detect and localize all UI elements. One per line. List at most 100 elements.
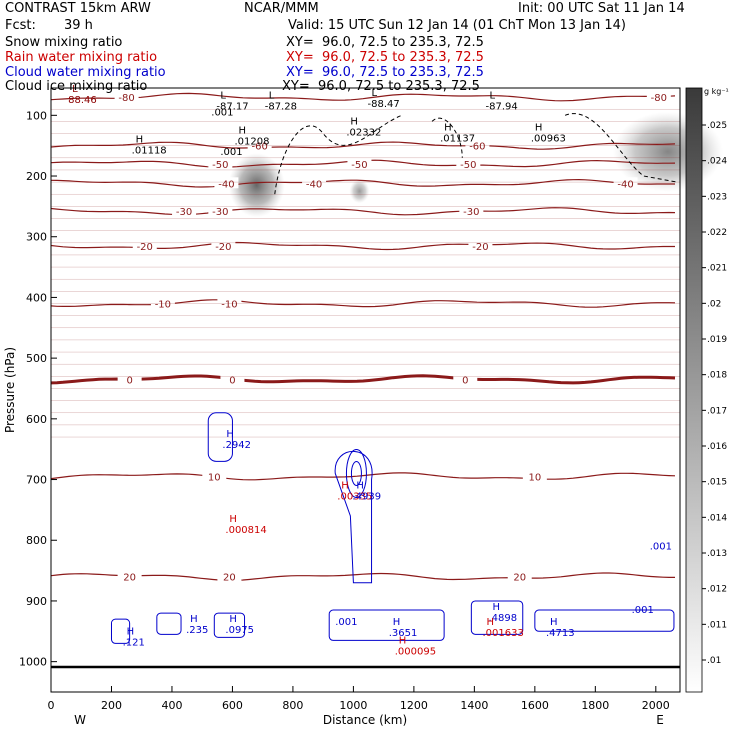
isotherm-label: 0 — [229, 375, 235, 386]
extremum-marker: L — [489, 90, 495, 101]
cloud-water-contour — [350, 460, 362, 486]
contour-value-label: .001 — [335, 617, 357, 628]
extremum-marker: H — [226, 429, 234, 440]
extremum-value: -88.47 — [368, 99, 400, 110]
extremum-value: .2942 — [222, 440, 251, 451]
y-tick-label: 800 — [26, 534, 47, 547]
isotherm-label: -20 — [472, 242, 488, 253]
isotherm-label-bg — [468, 239, 493, 251]
colorbar-label: .025 — [707, 121, 727, 131]
extremum-marker: H — [356, 481, 364, 492]
y-tick-label: 300 — [26, 231, 47, 244]
isotherm-label-bg — [114, 91, 139, 103]
isotherm-label-bg — [117, 373, 142, 385]
isotherm-label-bg — [613, 177, 638, 189]
contour-value-label: .001 — [650, 541, 672, 552]
extremum-value: .000095 — [395, 646, 436, 657]
extremum-marker: H — [127, 626, 135, 637]
x-tick-label: 1800 — [581, 699, 609, 712]
plot-frame — [50, 87, 681, 693]
colorbar-label: .011 — [707, 620, 727, 630]
cloud-water-contour — [534, 609, 675, 632]
isotherm — [50, 141, 676, 150]
extremum-marker: H — [238, 126, 246, 137]
cloud-water-contour — [156, 612, 182, 635]
init-time: Init: 00 UTC Sat 11 Jan 14 — [518, 1, 685, 16]
extremum-value: -87.17 — [216, 101, 248, 112]
cloud-ice-contour — [431, 117, 463, 158]
isotherm-label-bg — [459, 205, 484, 217]
cloud-water-contour — [345, 448, 367, 498]
isotherm — [50, 92, 676, 102]
extremum-value: .000814 — [225, 525, 266, 536]
isotherm-label: 0 — [126, 375, 132, 386]
colorbar-label: .01 — [707, 656, 721, 666]
colorbar-label: .018 — [707, 371, 727, 381]
extremum-value: .235 — [186, 625, 208, 636]
isotherm-label-bg — [217, 297, 242, 309]
isotherm-label-bg — [150, 297, 175, 309]
isotherm-label: -50 — [212, 160, 228, 171]
isotherm-label-bg — [202, 470, 227, 482]
isotherm-label-bg — [208, 205, 233, 217]
east-label: E — [656, 713, 664, 727]
isotherm-label-bg — [646, 91, 671, 103]
isotherm-label: 10 — [208, 473, 221, 484]
x-tick-label: 1000 — [339, 699, 367, 712]
field-name-snow: Snow mixing ratio — [5, 35, 123, 50]
x-tick-label: 800 — [282, 699, 303, 712]
extremum-marker: L — [269, 90, 275, 101]
extremum-marker: H — [350, 116, 358, 127]
isotherm-label-bg — [117, 570, 142, 582]
isotherm-label-bg — [208, 157, 233, 169]
extremum-value: .3651 — [389, 628, 418, 639]
contour-value-label: .001 — [632, 605, 654, 616]
extremum-value: .00335 — [337, 492, 372, 503]
snow-shaded-maximum — [228, 153, 285, 218]
isotherm-label: -30 — [463, 207, 479, 218]
colorbar-unit: g kg⁻¹ — [704, 87, 729, 96]
cloud-water-contour — [213, 612, 246, 638]
cloud-water-contour — [334, 450, 373, 584]
field-xy-snow: XY= 96.0, 72.5 to 235.3, 72.5 — [286, 35, 484, 50]
valid-time: Valid: 15 UTC Sun 12 Jan 14 (01 ChT Mon … — [288, 18, 626, 33]
isotherm-label: -30 — [212, 207, 228, 218]
field-xy-cloudwater: XY= 96.0, 72.5 to 235.3, 72.5 — [286, 65, 484, 80]
model-title: CONTRAST 15km ARW — [5, 1, 151, 16]
isotherm-label: 0 — [462, 375, 468, 386]
isotherm-label: -40 — [617, 179, 633, 190]
colorbar-label: .017 — [707, 406, 727, 416]
isotherm-label: -40 — [218, 179, 234, 190]
colorbar-label: .02 — [707, 299, 721, 309]
extremum-marker: H — [493, 602, 501, 613]
extremum-value: .01137 — [440, 133, 475, 144]
x-tick-label: 1400 — [460, 699, 488, 712]
cloud-water-contour — [470, 600, 524, 635]
x-tick-label: 1200 — [400, 699, 428, 712]
isotherm-label-bg — [220, 373, 245, 385]
isotherm-label-bg — [347, 157, 372, 169]
field-name-rain: Rain water mixing ratio — [5, 50, 158, 65]
x-tick-label: 400 — [161, 699, 182, 712]
isotherm-label: -20 — [215, 242, 231, 253]
x-tick-label: 1600 — [521, 699, 549, 712]
extremum-value: -87.94 — [485, 101, 517, 112]
extremum-marker: L — [72, 84, 78, 95]
isotherm-label: -40 — [306, 179, 322, 190]
extremum-marker: H — [136, 135, 144, 146]
isotherm-label: -50 — [351, 160, 367, 171]
extremum-value: .4939 — [352, 492, 381, 503]
extremum-value: .121 — [123, 637, 145, 648]
isotherm-label-bg — [214, 177, 239, 189]
extremum-marker: H — [399, 635, 407, 646]
colorbar-label: .022 — [707, 228, 727, 238]
extremum-marker: H — [229, 514, 237, 525]
extremum-value: .0975 — [225, 625, 254, 636]
isotherm-label-bg — [507, 570, 532, 582]
y-tick-label: 100 — [26, 109, 47, 122]
extremum-value: .00963 — [531, 133, 566, 144]
isotherm — [50, 472, 676, 481]
colorbar-label: .015 — [707, 478, 727, 488]
isotherm-label: -60 — [251, 142, 267, 153]
